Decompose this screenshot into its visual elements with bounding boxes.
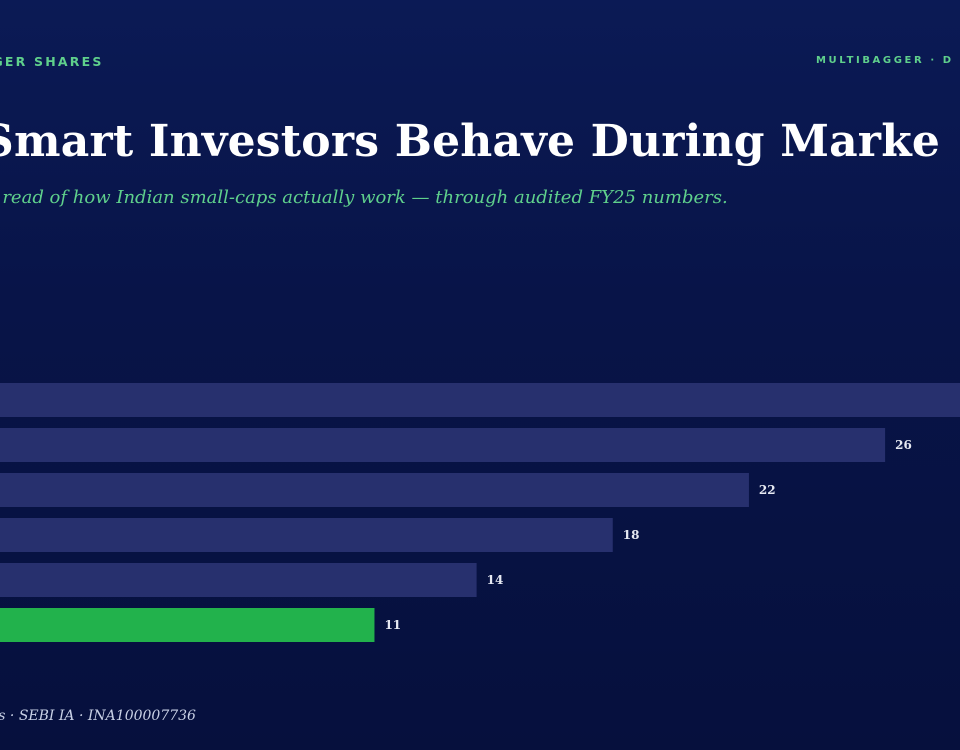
- bar: [0, 383, 960, 417]
- bar: [0, 563, 477, 597]
- bar-value-label: 22: [759, 483, 776, 497]
- bar-value-label: 14: [487, 573, 504, 587]
- series-label: MULTIBAGGER · D: [816, 55, 954, 66]
- brand-label: GGER SHARES: [0, 54, 104, 69]
- bar-chart: 26 22 18 14 11: [0, 383, 960, 642]
- bar: [0, 428, 886, 462]
- bar-value-label: 18: [623, 528, 640, 542]
- bar: [0, 473, 749, 507]
- page-subtitle: r read of how Indian small-caps actually…: [0, 187, 728, 208]
- bar-value-label: 11: [384, 618, 401, 632]
- bar: [0, 518, 613, 552]
- page-title: Smart Investors Behave During Marke: [0, 116, 941, 167]
- bar-value-label: 26: [895, 438, 912, 452]
- footer-disclaimer: es · SEBI IA · INA100007736: [0, 708, 196, 724]
- bar-highlight: [0, 608, 375, 642]
